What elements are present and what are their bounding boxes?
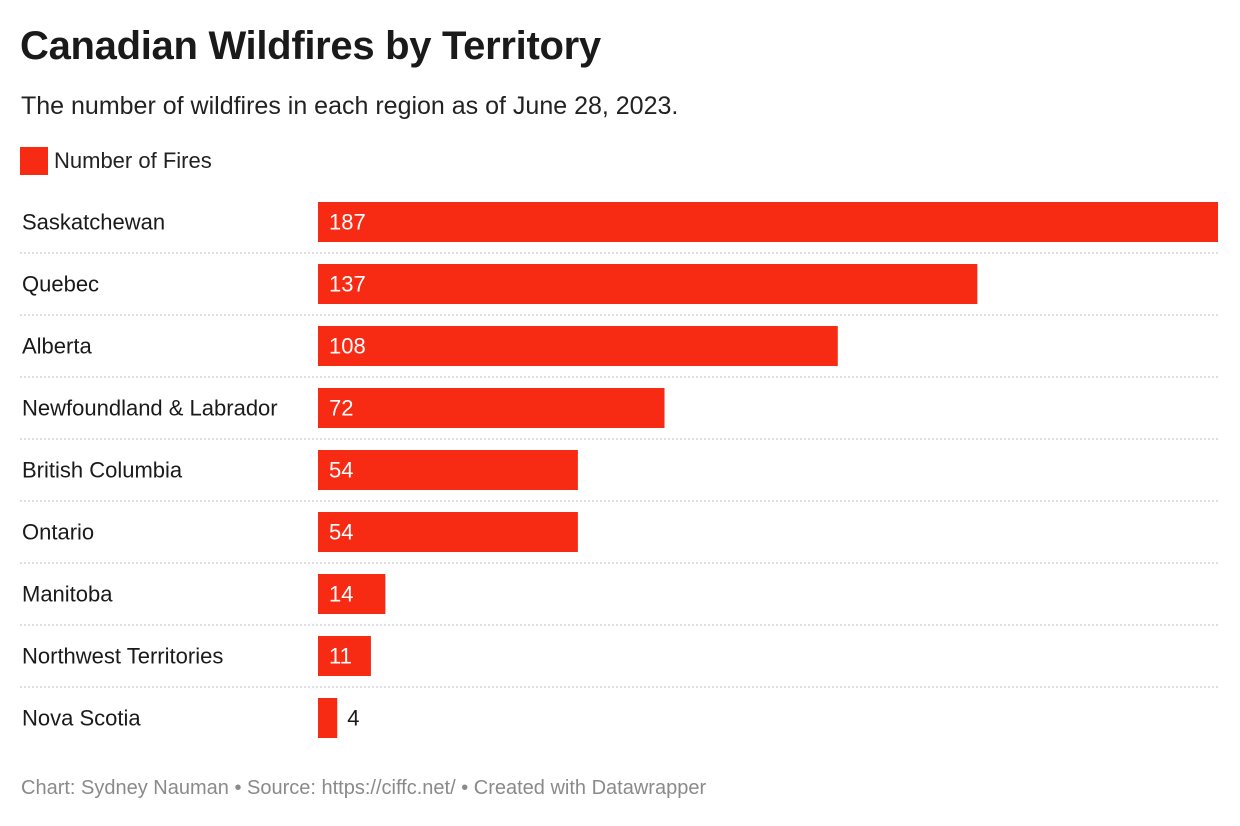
bar-chart: Saskatchewan 187 Quebec 137 Alberta 108 Newfou… <box>20 202 1218 738</box>
category-label: British Columbia <box>22 458 183 483</box>
chart-rows: Saskatchewan 187 Quebec 137 Alberta 108 Newfou… <box>20 202 1218 738</box>
bar-value-label: 14 <box>329 582 353 607</box>
legend: Number of Fires <box>20 146 212 176</box>
bar-value-label: 72 <box>329 396 353 421</box>
bar-value-label: 54 <box>329 520 353 545</box>
bar <box>318 450 578 490</box>
bar-value-label: 54 <box>329 458 353 483</box>
category-label: Manitoba <box>22 582 113 607</box>
bar-value-label: 137 <box>329 272 366 297</box>
bar <box>318 202 1218 242</box>
chart-footer: Chart: Sydney Nauman • Source: https://c… <box>21 777 706 800</box>
bar-value-label: 108 <box>329 334 366 359</box>
category-label: Ontario <box>22 520 94 545</box>
bar <box>318 326 838 366</box>
chart-title: Canadian Wildfires by Territory <box>20 24 601 68</box>
category-label: Newfoundland & Labrador <box>22 396 278 421</box>
bar-value-label: 4 <box>347 706 359 731</box>
legend-label: Number of Fires <box>54 148 212 173</box>
category-label: Saskatchewan <box>22 210 165 235</box>
category-label: Northwest Territories <box>22 644 223 669</box>
footer-tool: Created with Datawrapper <box>473 777 707 799</box>
footer-credit: Chart: Sydney Nauman <box>21 777 229 799</box>
category-label: Nova Scotia <box>22 706 141 731</box>
bar <box>318 636 371 676</box>
bar <box>318 574 386 614</box>
bar <box>318 512 578 552</box>
footer-source: Source: https://ciffc.net/ <box>247 777 456 799</box>
footer-separator: • <box>455 777 474 799</box>
footer-separator: • <box>228 777 248 799</box>
bar-value-label: 11 <box>329 644 352 669</box>
bar <box>318 264 978 304</box>
bar <box>318 698 338 738</box>
bar-value-label: 187 <box>329 210 366 235</box>
category-label: Quebec <box>22 272 99 297</box>
bar <box>318 388 665 428</box>
chart-subtitle: The number of wildfires in each region a… <box>21 92 679 120</box>
legend-swatch <box>20 147 48 175</box>
category-label: Alberta <box>22 334 92 359</box>
